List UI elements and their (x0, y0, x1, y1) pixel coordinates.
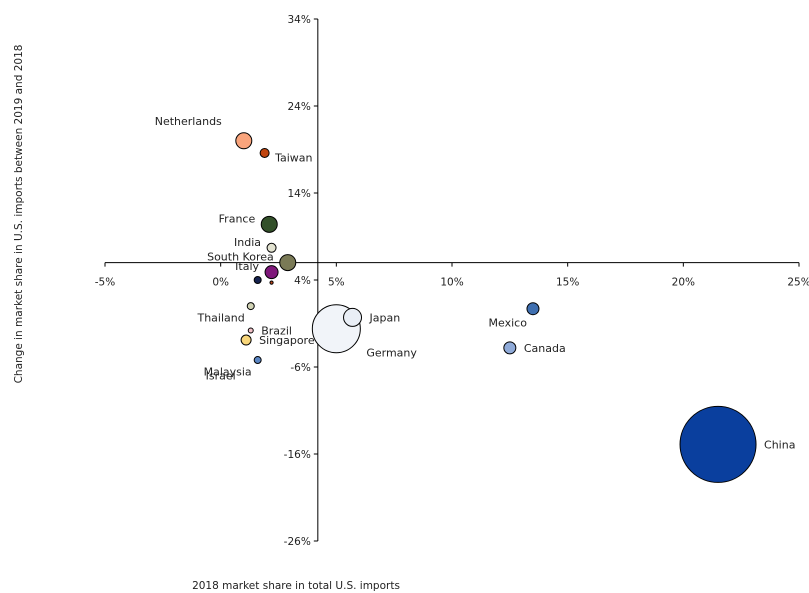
bubble-canada (503, 341, 517, 355)
bubble-label-israel: Israel (206, 370, 236, 383)
x-tick-label: 5% (328, 277, 345, 289)
y-tick-label: -16% (284, 449, 311, 461)
bubble-labels: China Mexico Canada Japan Germany Netherlands… (155, 115, 796, 452)
y-tick-label: 34% (287, 14, 310, 26)
y-axis-title: Change in market share in U.S. imports b… (13, 45, 25, 384)
bubble-label-china: China (764, 438, 795, 451)
bubble-label-taiwan: Taiwan (274, 151, 312, 164)
bubble-brazil (247, 327, 254, 334)
bubble-label-germany: Germany (366, 347, 417, 360)
bubble-label-thailand: Thailand (196, 312, 244, 325)
y-axis-ticks: 34% 24% 14% 4% -6% -16% -26% (284, 14, 318, 548)
bubble-netherlands (235, 132, 253, 150)
bubble-singapore (240, 334, 252, 346)
bubble-label-mexico: Mexico (489, 317, 528, 330)
y-tick-label: 24% (287, 101, 310, 113)
y-tick-label: 4% (294, 275, 311, 287)
bubble-japan (343, 307, 363, 327)
x-tick-label: -5% (95, 277, 115, 289)
bubble-label-france: France (219, 212, 256, 225)
bubble-taiwan (259, 147, 270, 158)
bubble-china (679, 405, 757, 483)
bubble-south-korea (279, 254, 297, 272)
bubble-label-canada: Canada (524, 342, 566, 355)
y-tick-label: 14% (287, 188, 310, 200)
y-tick-label: -26% (284, 536, 311, 548)
bubble-label-italy: Italy (235, 260, 259, 273)
x-tick-label: 20% (672, 277, 695, 289)
bubble-unlabeled (269, 280, 274, 285)
bubble-france (260, 215, 278, 233)
bubble-malaysia (253, 356, 262, 365)
x-axis-ticks: -5% 0% 5% 10% 15% 20% 25% (95, 262, 809, 289)
bubble-label-japan: Japan (369, 311, 401, 324)
bubble-label-brazil: Brazil (261, 324, 292, 337)
bubble-mexico (526, 302, 540, 316)
bubble-label-singapore: Singapore (259, 334, 315, 347)
x-tick-label: 10% (440, 277, 463, 289)
x-tick-label: 25% (787, 277, 809, 289)
bubble-label-netherlands: Netherlands (155, 115, 222, 128)
bubble-italy (264, 265, 279, 280)
x-axis-title: 2018 market share in total U.S. imports (192, 580, 400, 592)
bubble-label-south-korea: South Korea (207, 251, 274, 264)
x-tick-label: 15% (556, 277, 579, 289)
bubble-label-malaysia: Malaysia (204, 366, 252, 379)
bubble-series (235, 132, 757, 483)
bubble-unlabeled (253, 276, 262, 284)
x-tick-label: 0% (212, 277, 229, 289)
bubble-label-india: India (234, 236, 261, 249)
bubble-thailand (246, 302, 255, 311)
bubble-india (266, 242, 277, 253)
y-tick-label: -6% (290, 362, 310, 374)
